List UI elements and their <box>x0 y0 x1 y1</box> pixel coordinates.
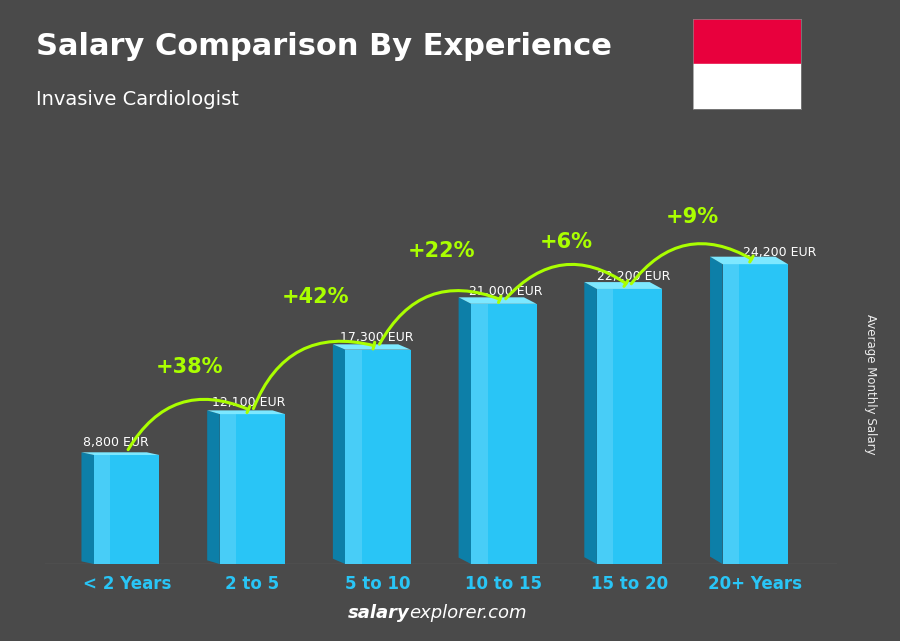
Polygon shape <box>82 453 94 564</box>
Text: +9%: +9% <box>666 207 719 227</box>
Text: 22,200 EUR: 22,200 EUR <box>597 271 670 283</box>
Polygon shape <box>472 304 488 564</box>
Polygon shape <box>459 297 472 564</box>
Text: 17,300 EUR: 17,300 EUR <box>340 331 414 344</box>
Polygon shape <box>710 256 723 564</box>
Polygon shape <box>346 350 362 564</box>
Polygon shape <box>710 256 788 264</box>
Text: +6%: +6% <box>540 232 593 252</box>
Polygon shape <box>584 282 597 564</box>
FancyBboxPatch shape <box>94 455 159 564</box>
Polygon shape <box>82 453 159 455</box>
FancyBboxPatch shape <box>346 350 410 564</box>
Text: 8,800 EUR: 8,800 EUR <box>83 437 148 449</box>
Polygon shape <box>333 344 410 350</box>
Polygon shape <box>220 414 236 564</box>
Text: +38%: +38% <box>156 357 223 377</box>
FancyBboxPatch shape <box>597 289 662 564</box>
Polygon shape <box>207 410 220 564</box>
Polygon shape <box>94 455 111 564</box>
Text: Invasive Cardiologist: Invasive Cardiologist <box>36 90 238 109</box>
Polygon shape <box>723 264 739 564</box>
Text: 12,100 EUR: 12,100 EUR <box>212 395 285 408</box>
Bar <box>693 64 801 109</box>
Polygon shape <box>207 410 285 414</box>
FancyBboxPatch shape <box>220 414 285 564</box>
Bar <box>693 19 801 64</box>
Text: explorer.com: explorer.com <box>410 604 527 622</box>
Polygon shape <box>597 289 613 564</box>
Text: +22%: +22% <box>407 241 475 261</box>
FancyBboxPatch shape <box>472 304 536 564</box>
Text: salary: salary <box>347 604 410 622</box>
Text: Salary Comparison By Experience: Salary Comparison By Experience <box>36 32 612 61</box>
Polygon shape <box>459 297 536 304</box>
Text: Average Monthly Salary: Average Monthly Salary <box>865 314 878 455</box>
Polygon shape <box>584 282 662 289</box>
FancyBboxPatch shape <box>723 264 788 564</box>
Text: 24,200 EUR: 24,200 EUR <box>742 246 816 258</box>
Text: 21,000 EUR: 21,000 EUR <box>469 285 542 298</box>
Polygon shape <box>333 344 346 564</box>
Text: +42%: +42% <box>282 287 349 307</box>
